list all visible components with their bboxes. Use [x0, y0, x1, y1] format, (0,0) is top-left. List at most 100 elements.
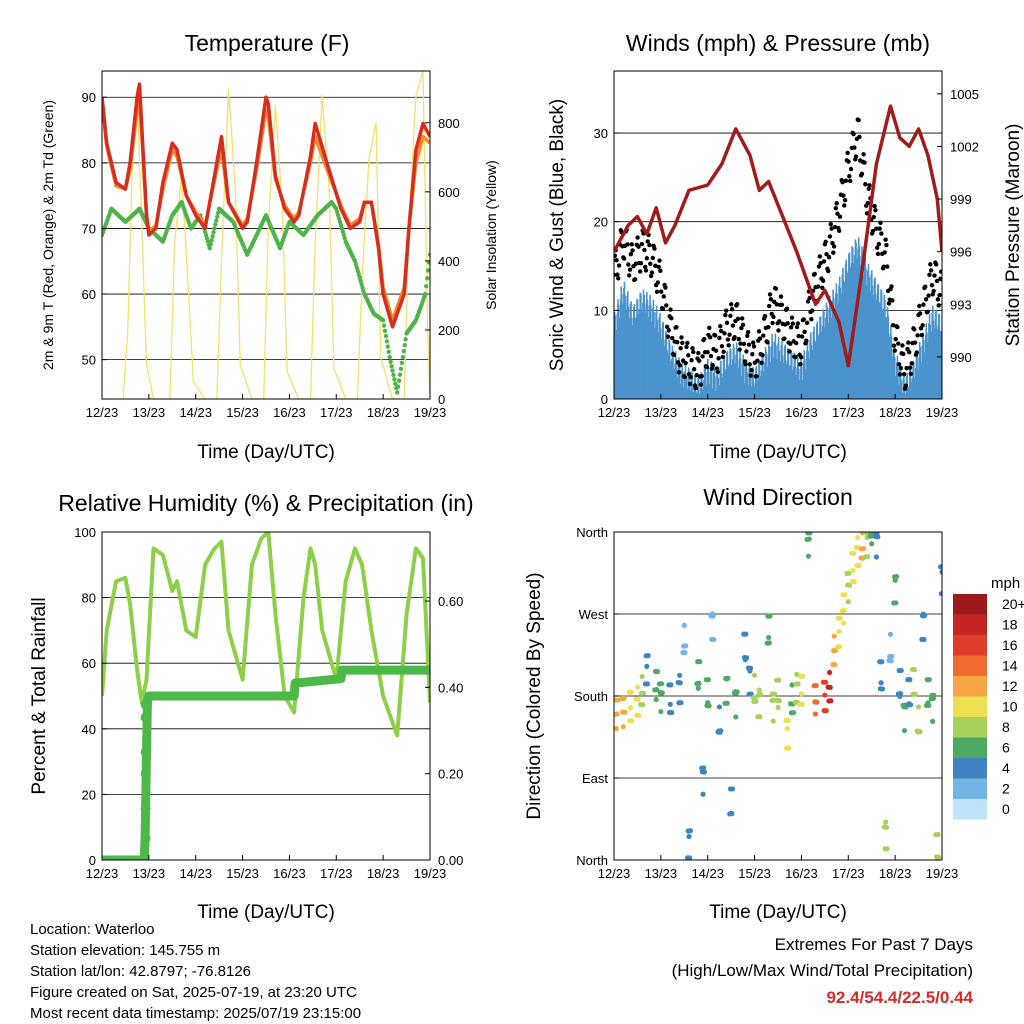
wind-gust-point	[655, 280, 661, 285]
humidity-frame	[101, 531, 431, 861]
colorbar-title: mph	[991, 575, 1020, 592]
y-tick-label: 60	[82, 656, 96, 671]
colorbar-swatch	[953, 655, 987, 676]
wind-gust-point	[929, 282, 935, 288]
dewpoint-point	[390, 368, 395, 373]
wind-gust-point	[923, 284, 928, 289]
wind-gust-point	[654, 289, 660, 295]
wind-gust-point	[615, 272, 620, 277]
wind-gust-point	[736, 336, 742, 342]
wind-gust-point	[879, 231, 884, 236]
precip-point	[140, 833, 151, 844]
wind-gust-point	[755, 358, 760, 363]
colorbar-swatch	[953, 614, 987, 635]
wind-gust-point	[820, 278, 826, 283]
wind-gust-point	[749, 368, 754, 373]
wind-gust-point	[921, 302, 926, 307]
wind-gust-point	[837, 214, 843, 219]
wind-direction-point	[701, 765, 707, 771]
wind-gust-point	[663, 285, 668, 290]
y-tick-label: 30	[594, 126, 608, 141]
wind-direction-point	[856, 562, 862, 569]
humidity-title: Relative Humidity (%) & Precipitation (i…	[58, 490, 473, 516]
wind-direction-point	[701, 769, 708, 775]
temperature-title: Temperature (F)	[185, 30, 350, 56]
wind-gust-point	[835, 211, 840, 216]
x-tick-label: 18/23	[367, 866, 400, 881]
wind-gust-point	[705, 350, 710, 355]
wind-direction-point	[645, 653, 651, 659]
wind-gust-point	[884, 242, 889, 248]
wind-direction-point	[756, 687, 762, 693]
wind-gust-point	[925, 309, 930, 315]
wind-gust-point	[928, 268, 934, 273]
dewpoint-point	[381, 323, 387, 328]
wind-gust-point	[740, 316, 745, 321]
colorbar-label: 16	[1002, 637, 1018, 653]
wind-gust-point	[931, 288, 936, 294]
colorbar-swatch	[953, 594, 987, 615]
x-tick-label: 19/23	[926, 866, 959, 881]
dewpoint-point	[387, 354, 392, 360]
wind-gust-point	[628, 252, 634, 257]
wind-direction-point	[683, 643, 689, 649]
wind-gust-point	[829, 226, 834, 231]
dewpoint-point	[396, 378, 402, 383]
dewpoint-point	[388, 359, 393, 365]
wind-gust-point	[915, 333, 920, 338]
dewpoint-point	[395, 390, 400, 395]
wind-gust-point	[831, 250, 836, 255]
wind-gust-point	[872, 203, 877, 209]
wind-gust-point	[635, 235, 640, 240]
winds-title: Winds (mph) & Pressure (mb)	[626, 30, 930, 56]
x-tick-label: 14/23	[691, 866, 724, 881]
wind-direction-point	[758, 692, 764, 698]
wind-gust-point	[674, 324, 679, 330]
wind-gust-point	[890, 323, 896, 328]
wind-direction-point	[908, 702, 914, 708]
wind-gust-point	[718, 323, 723, 329]
dewpoint-point	[395, 384, 401, 389]
wind-direction-point	[837, 615, 843, 621]
wind-gust-point	[908, 371, 914, 377]
wind-gust-point	[680, 340, 685, 346]
dewpoint-point	[383, 333, 389, 339]
wind-gust-point	[647, 242, 652, 248]
wind-gust-point	[668, 307, 673, 312]
x-tick-label: 17/23	[832, 866, 865, 881]
y2-tick-label: 993	[950, 297, 972, 312]
wind-gust-point	[795, 321, 801, 326]
dewpoint-point	[424, 283, 429, 289]
colorbar-swatch	[953, 799, 987, 820]
wind-gust-point	[696, 350, 701, 356]
wind-direction-point	[827, 684, 833, 690]
wind-direction-point	[628, 689, 634, 695]
wind-gust-point	[903, 383, 909, 388]
wind-gust-point	[642, 247, 647, 253]
wind-gust-point	[735, 316, 741, 322]
wind-direction-point	[724, 700, 730, 706]
y-tick-label: 20	[594, 215, 608, 230]
wind-direction-point	[851, 550, 857, 556]
wind-gust-point	[684, 344, 689, 350]
wind-gust-point	[660, 306, 666, 312]
wind-gust-point	[773, 286, 779, 291]
wind-gust-point	[896, 341, 901, 346]
colorbar-swatch	[953, 758, 987, 779]
y-tick-label: West	[579, 607, 609, 622]
wind-gust-point	[616, 276, 621, 281]
wind-direction-point	[743, 631, 749, 637]
wind-gust-point	[812, 271, 817, 277]
extremes-values: 92.4/54.4/22.5/0.44	[826, 988, 973, 1007]
wind-gust-point	[720, 354, 726, 360]
wind-direction-point	[930, 718, 936, 724]
wind-gust-point	[630, 248, 635, 253]
wind-gust-point	[923, 297, 929, 302]
temperature-frame	[101, 70, 431, 400]
dewpoint-point	[401, 348, 406, 354]
wind-gust-point	[845, 150, 850, 156]
wind-gust-point	[881, 264, 887, 269]
humidity-x-ticks: 12/23 13/23 14/23 15/23 16/23 17/23 18/23 19/23	[86, 855, 446, 881]
humidity-y2-ticks: 0.00 0.20 0.40 0.60	[425, 594, 463, 868]
x-tick-label: 15/23	[226, 405, 259, 420]
